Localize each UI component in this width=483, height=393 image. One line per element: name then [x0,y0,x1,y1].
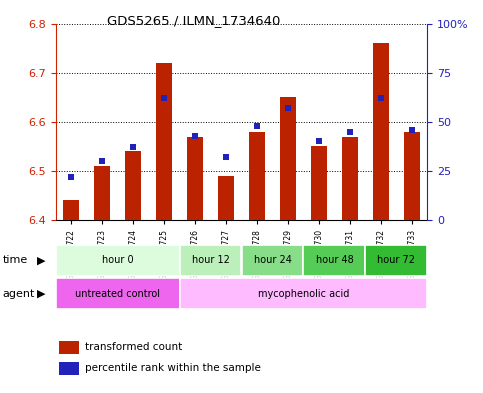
Text: GDS5265 / ILMN_1734640: GDS5265 / ILMN_1734640 [107,14,280,27]
Bar [249,132,265,220]
Text: time: time [2,255,28,265]
Bar [94,166,110,220]
Text: transformed count: transformed count [85,342,183,352]
Bar [125,151,141,220]
Bar [63,200,79,220]
Bar [311,147,327,220]
Point [253,123,261,129]
Point [346,129,354,135]
Bar [56,278,180,309]
Bar [366,245,427,276]
Bar [280,97,296,220]
Text: hour 48: hour 48 [315,255,354,265]
Bar [59,362,79,375]
Text: hour 0: hour 0 [102,255,133,265]
Text: agent: agent [2,289,35,299]
Point [222,154,230,160]
Text: ▶: ▶ [37,255,46,265]
Bar [156,63,172,220]
Bar [303,245,366,276]
Point [160,95,168,101]
Point [67,174,75,180]
Text: mycophenolic acid: mycophenolic acid [258,289,349,299]
Bar [242,245,303,276]
Text: untreated control: untreated control [75,289,160,299]
Bar [404,132,420,220]
Point [377,95,385,101]
Text: hour 24: hour 24 [254,255,291,265]
Text: hour 12: hour 12 [192,255,229,265]
Point [315,138,323,145]
Bar [56,245,180,276]
Text: percentile rank within the sample: percentile rank within the sample [85,363,261,373]
Bar [180,278,427,309]
Bar [187,137,203,220]
Text: hour 72: hour 72 [377,255,415,265]
Point [129,144,137,151]
Point [284,105,292,111]
Point [191,132,199,139]
Bar [180,245,242,276]
Point [98,158,106,164]
Bar [373,43,389,220]
Point [408,127,416,133]
Bar [218,176,234,220]
Text: ▶: ▶ [37,289,46,299]
Bar [342,137,358,220]
Bar [59,341,79,354]
